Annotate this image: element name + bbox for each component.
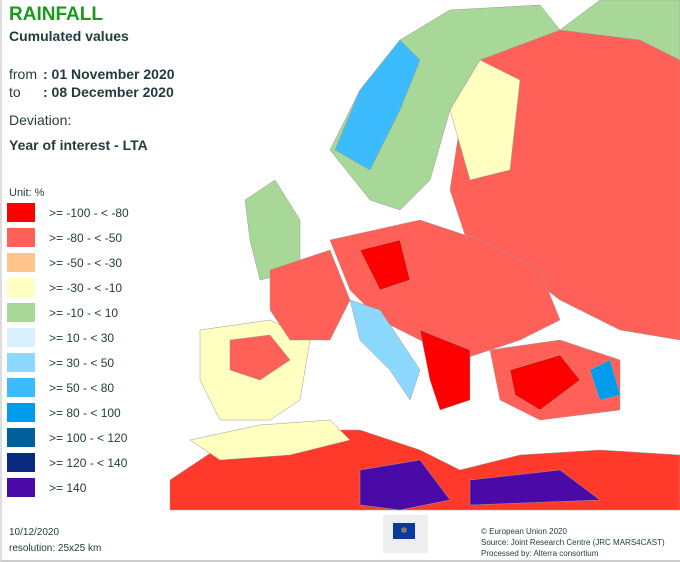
legend-item: >= 30 - < 50 — [7, 353, 114, 372]
legend-item: >= -100 - < -80 — [7, 203, 129, 222]
to-value: : 08 December 2020 — [43, 84, 174, 100]
legend-item: >= 140 — [7, 478, 86, 497]
legend-label: >= 50 - < 80 — [49, 380, 115, 395]
source: Source: Joint Research Centre (JRC MARS4… — [481, 538, 665, 547]
to-label: to — [9, 84, 21, 100]
legend-swatch — [7, 478, 35, 497]
resolution: resolution: 25x25 km — [9, 543, 102, 554]
region-maghreb-yellow — [189, 419, 351, 461]
copyright: © European Union 2020 — [481, 527, 567, 536]
region-sahara-purple — [359, 459, 451, 511]
deviation-label: Deviation: — [9, 112, 72, 128]
date-to: to : 08 December 2020 — [9, 84, 174, 100]
eu-flag-icon: ✲ — [393, 523, 415, 539]
legend-item: >= -50 - < -30 — [7, 253, 122, 272]
legend-item: >= 120 - < 140 — [7, 453, 127, 472]
region-italy — [349, 299, 421, 401]
legend-label: >= 80 - < 100 — [49, 405, 121, 420]
region-finland — [449, 59, 521, 181]
legend-swatch — [7, 353, 35, 372]
legend-label: >= -10 - < 10 — [49, 305, 119, 320]
map-title: RAINFALL — [9, 4, 103, 25]
legend-swatch — [7, 228, 35, 247]
legend-swatch — [7, 328, 35, 347]
legend-swatch — [7, 253, 35, 272]
legend-item: >= -10 - < 10 — [7, 303, 118, 322]
legend-swatch — [7, 378, 35, 397]
legend-swatch — [7, 403, 35, 422]
legend-label: >= -100 - < -80 — [49, 205, 129, 220]
date-from: from : 01 November 2020 — [9, 66, 175, 82]
legend-swatch — [7, 303, 35, 322]
legend-item: >= 80 - < 100 — [7, 403, 121, 422]
legend-item: >= 50 - < 80 — [7, 378, 114, 397]
legend-swatch — [7, 453, 35, 472]
legend-swatch — [7, 203, 35, 222]
legend-label: >= -50 - < -30 — [49, 255, 123, 270]
legend-label: >= -30 - < -10 — [49, 280, 123, 295]
region-turkey-red — [509, 354, 581, 411]
legend-label: >= -80 - < -50 — [49, 230, 123, 245]
region-russia-green — [559, 0, 680, 61]
region-caucasus-blue — [589, 359, 621, 401]
region-norway-blue — [334, 39, 421, 171]
region-egypt-purple — [469, 469, 601, 506]
unit-label: Unit: % — [9, 187, 45, 199]
region-balkans — [419, 329, 471, 411]
ec-logo: ✲ — [383, 515, 428, 553]
processed-by: Processed by: Alterra consortium — [481, 549, 599, 558]
legend-item: >= 100 - < 120 — [7, 428, 127, 447]
region-iberia-red — [229, 334, 291, 381]
legend-label: >= 120 - < 140 — [49, 455, 128, 470]
legend-label: >= 100 - < 120 — [49, 430, 128, 445]
deviation-value: Year of interest - LTA — [9, 137, 148, 153]
region-poland-red — [359, 239, 411, 291]
legend-label: >= 30 - < 50 — [49, 355, 115, 370]
from-value: : 01 November 2020 — [43, 66, 175, 82]
legend-swatch — [7, 278, 35, 297]
map-land — [169, 0, 680, 511]
legend-item: >= -30 - < -10 — [7, 278, 122, 297]
legend-label: >= 10 - < 30 — [49, 330, 115, 345]
legend-swatch — [7, 428, 35, 447]
issue-date: 10/12/2020 — [9, 527, 60, 538]
region-france — [269, 249, 351, 341]
legend-item: >= 10 - < 30 — [7, 328, 114, 347]
legend-item: >= -80 - < -50 — [7, 228, 122, 247]
from-label: from — [9, 66, 37, 82]
legend-label: >= 140 — [49, 480, 87, 495]
map-subtitle: Cumulated values — [9, 28, 129, 44]
